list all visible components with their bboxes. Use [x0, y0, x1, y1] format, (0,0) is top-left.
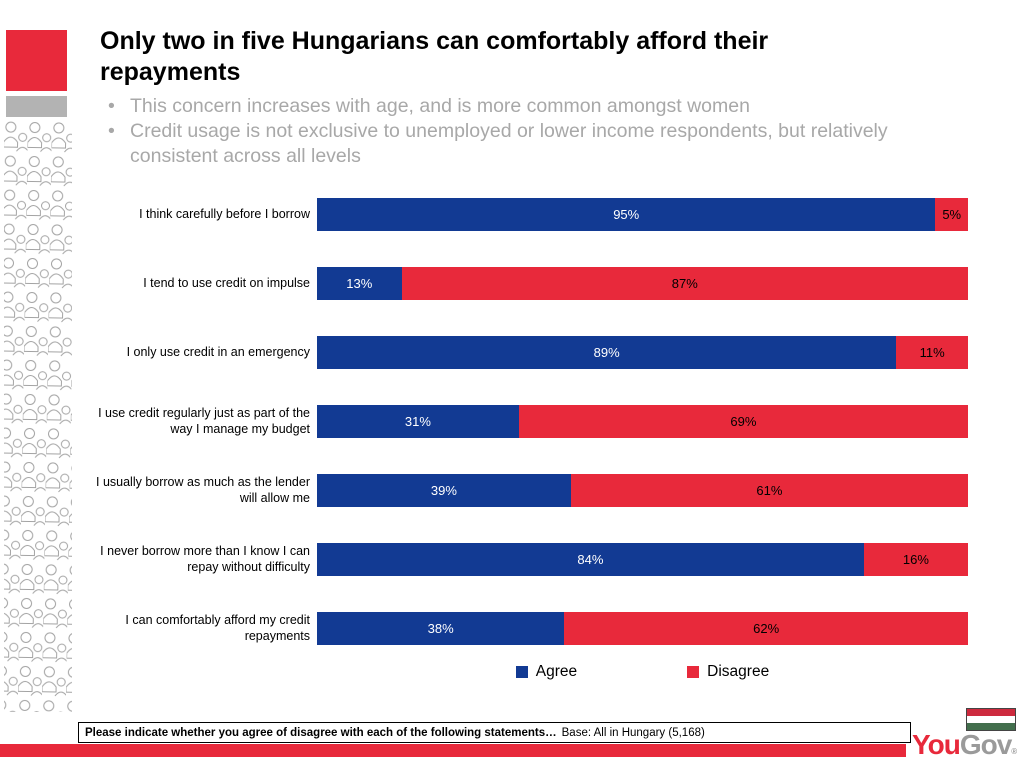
agree-bar-segment: 89% [317, 336, 897, 369]
bar-track: 38% 62% [317, 612, 968, 645]
bullet-item: Credit usage is not exclusive to unemplo… [100, 119, 912, 169]
disagree-value-label: 69% [730, 414, 757, 429]
disagree-swatch-icon [687, 666, 700, 678]
agree-value-label: 38% [427, 621, 454, 636]
agree-value-label: 31% [404, 414, 431, 429]
agree-bar-segment: 95% [317, 198, 936, 231]
registered-mark: ® [1011, 747, 1018, 756]
agree-value-label: 95% [613, 207, 640, 222]
disagree-value-label: 61% [756, 483, 783, 498]
category-label: I usually borrow as much as the lender w… [96, 474, 310, 505]
page-title: Only two in five Hungarians can comforta… [100, 27, 769, 86]
hungary-flag [966, 708, 1016, 731]
bullet-item: This concern increases with age, and is … [100, 94, 912, 119]
bottom-accent-bar [0, 744, 906, 757]
agree-value-label: 89% [593, 345, 620, 360]
disagree-bar-segment: 87% [401, 267, 968, 300]
sidebar-red-square [6, 30, 67, 91]
agree-swatch-icon [515, 666, 528, 678]
agree-bar-segment: 31% [317, 405, 519, 438]
bar-track: 95% 5% [317, 198, 968, 231]
footnote-bar: Please indicate whether you agree of dis… [78, 722, 911, 743]
bar-track: 89% 11% [317, 336, 968, 369]
survey-question: Please indicate whether you agree of dis… [85, 726, 557, 739]
flag-stripe-white [967, 716, 1015, 723]
chart-row: I think carefully before I borrow 95% 5% [85, 198, 968, 231]
chart-row: I use credit regularly just as part of t… [85, 405, 968, 438]
chart-row: I usually borrow as much as the lender w… [85, 474, 968, 507]
disagree-value-label: 16% [902, 552, 929, 567]
category-label: I can comfortably afford my credit repay… [125, 612, 310, 643]
bar-track: 39% 61% [317, 474, 968, 507]
legend-item-agree: Agree [515, 663, 578, 681]
legend-label: Disagree [707, 663, 770, 680]
flag-stripe-red [967, 709, 1015, 716]
legend-item-disagree: Disagree [687, 663, 769, 681]
disagree-bar-segment: 11% [896, 336, 968, 369]
disagree-bar-segment: 61% [570, 474, 968, 507]
disagree-bar-segment: 69% [518, 405, 968, 438]
disagree-bar-segment: 16% [863, 543, 968, 576]
disagree-value-label: 87% [671, 276, 698, 291]
chart-row: I only use credit in an emergency 89% 11… [85, 336, 968, 369]
agree-bar-segment: 84% [317, 543, 864, 576]
agree-value-label: 13% [346, 276, 373, 291]
category-label: I think carefully before I borrow [139, 206, 310, 221]
logo-you-text: You [912, 729, 961, 760]
legend-label: Agree [535, 663, 578, 680]
agree-bar-segment: 39% [317, 474, 571, 507]
logo-gov-text: Gov [959, 729, 1012, 760]
bar-track: 84% 16% [317, 543, 968, 576]
agree-value-label: 84% [577, 552, 604, 567]
category-label: I tend to use credit on impulse [143, 275, 310, 290]
yougov-logo: YouGov® [912, 729, 1017, 761]
category-label: I never borrow more than I know I can re… [100, 543, 310, 574]
flag-stripe-green [967, 723, 1015, 730]
bullet-list: This concern increases with age, and is … [100, 94, 912, 169]
chart-legend: Agree Disagree [317, 663, 968, 681]
chart-rows: I think carefully before I borrow 95% 5%… [85, 198, 968, 645]
disagree-value-label: 5% [942, 207, 962, 222]
category-label: I only use credit in an emergency [126, 344, 310, 359]
bar-track: 13% 87% [317, 267, 968, 300]
chart-row: I can comfortably afford my credit repay… [85, 612, 968, 645]
disagree-bar-segment: 62% [564, 612, 968, 645]
chart-row: I tend to use credit on impulse 13% 87% [85, 267, 968, 300]
disagree-value-label: 11% [919, 345, 945, 360]
sidebar-gray-bar [6, 96, 67, 117]
crowd-illustration [4, 120, 72, 712]
agree-value-label: 39% [430, 483, 457, 498]
disagree-value-label: 62% [753, 621, 780, 636]
category-label: I use credit regularly just as part of t… [98, 405, 310, 436]
agree-bar-segment: 38% [317, 612, 565, 645]
bar-track: 31% 69% [317, 405, 968, 438]
sample-base-note: Base: All in Hungary (5,168) [561, 726, 705, 739]
disagree-bar-segment: 5% [935, 198, 968, 231]
agree-bar-segment: 13% [317, 267, 402, 300]
chart-row: I never borrow more than I know I can re… [85, 543, 968, 576]
stacked-bar-chart: I think carefully before I borrow 95% 5%… [85, 198, 968, 681]
